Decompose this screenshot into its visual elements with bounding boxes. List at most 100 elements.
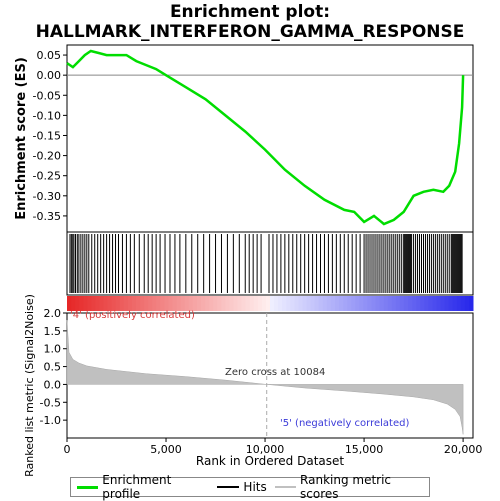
legend-item-enrichment: Enrichment profile: [77, 473, 209, 501]
heatmap-cell: [334, 296, 340, 311]
x-tick-label: 20,000: [444, 443, 483, 456]
heatmap-cell: [359, 296, 364, 311]
heatmap-cell: [261, 296, 267, 311]
heatmap-cell: [136, 296, 141, 311]
heatmap-cell: [257, 296, 263, 311]
heatmap-cell: [160, 296, 165, 311]
es-tick-label: -0.30: [33, 190, 61, 203]
heatmap-cell: [152, 296, 157, 311]
ranking-metric-area: [66, 320, 464, 435]
heatmap-cell: [403, 296, 409, 311]
legend-label-hits: Hits: [243, 480, 267, 494]
heatmap-cell: [436, 296, 442, 311]
heatmap-cell: [180, 296, 186, 311]
heatmap-cell: [131, 296, 137, 311]
heatmap-cell: [221, 296, 226, 311]
heatmap-cell: [399, 296, 405, 311]
heatmap-cell: [188, 296, 194, 311]
heatmap-cell: [395, 296, 401, 311]
heatmap-cell: [225, 296, 230, 311]
heatmap-cell: [156, 296, 161, 311]
heatmap-cell: [192, 296, 198, 311]
heatmap-cell: [217, 296, 222, 311]
metric-tick-label: 1.5: [44, 325, 62, 338]
heatmap-cell: [318, 296, 324, 311]
es-tick-label: -0.10: [33, 109, 61, 122]
heatmap-cell: [229, 296, 234, 311]
heatmap-cell: [123, 296, 129, 311]
heatmap-cell: [416, 296, 421, 311]
heatmap-cell: [111, 296, 117, 311]
heatmap-cell: [460, 296, 466, 311]
es-tick-label: -0.15: [33, 129, 61, 142]
x-tick-label: 15,000: [345, 443, 384, 456]
metric-tick-label: 0.5: [44, 361, 62, 374]
heatmap-cell: [140, 296, 145, 311]
heatmap-cell: [286, 296, 291, 311]
heatmap-cell: [322, 296, 328, 311]
hits-panel-frame: [66, 231, 474, 296]
legend-swatch-hits: [217, 486, 240, 488]
es-panel-frame: [66, 44, 474, 233]
metric-tick-label: -0.5: [40, 396, 61, 409]
heatmap-cell: [67, 296, 72, 311]
heatmap-cell: [424, 296, 429, 311]
legend-swatch-ranking: [274, 486, 297, 488]
heatmap-cell: [448, 296, 454, 311]
heatmap-cell: [237, 296, 243, 311]
heatmap-cell: [375, 296, 381, 311]
heatmap-cell: [91, 296, 96, 311]
positive-correlation-label: '4' (positively correlated): [70, 310, 195, 321]
heatmap-cell: [184, 296, 190, 311]
heatmap-cell: [148, 296, 153, 311]
heatmap-cell: [468, 296, 474, 311]
heatmap-cell: [209, 296, 214, 311]
heatmap-cell: [363, 296, 368, 311]
heatmap-cell: [71, 296, 76, 311]
es-axis-label: Enrichment score (ES): [14, 57, 29, 220]
heatmap-cell: [440, 296, 446, 311]
heatmap-cell: [99, 296, 105, 311]
heatmap-cell: [265, 296, 271, 311]
legend-swatch-enrichment: [77, 485, 99, 489]
heatmap-cell: [452, 296, 458, 311]
heatmap-cell: [83, 296, 88, 311]
heatmap-cell: [355, 296, 360, 311]
heatmap-cell: [103, 296, 109, 311]
heatmap-cell: [270, 296, 275, 311]
heatmap-cell: [420, 296, 425, 311]
zero-cross-label: Zero cross at 10084: [225, 367, 326, 378]
heatmap-cell: [172, 296, 178, 311]
heatmap-cell: [294, 296, 299, 311]
heatmap-cell: [343, 296, 348, 311]
heatmap-cell: [298, 296, 303, 311]
heatmap-cell: [79, 296, 84, 311]
heatmap-cell: [371, 296, 377, 311]
x-tick-label: 5,000: [150, 443, 182, 456]
heatmap-cell: [164, 296, 169, 311]
heatmap-cell: [387, 296, 393, 311]
heatmap-cell: [432, 296, 437, 311]
heatmap-cell: [119, 296, 125, 311]
chart-title-line-2: HALLMARK_INTERFERON_GAMMA_RESPONSE: [35, 22, 465, 42]
heatmap-cell: [87, 296, 92, 311]
heatmap-cell: [367, 296, 372, 311]
heatmap-cell: [347, 296, 352, 311]
heatmap-cell: [107, 296, 113, 311]
heatmap-cell: [464, 296, 470, 311]
heatmap-cell: [233, 296, 239, 311]
heatmap-cell: [115, 296, 121, 311]
heatmap-cell: [310, 296, 316, 311]
heatmap-cell: [176, 296, 182, 311]
es-tick-label: 0.00: [37, 69, 62, 82]
heatmap-cell: [205, 296, 210, 311]
es-tick-label: -0.20: [33, 150, 61, 163]
heatmap-cell: [213, 296, 218, 311]
heatmap-cell: [326, 296, 332, 311]
legend-item-hits: Hits: [217, 480, 267, 494]
heatmap-cell: [241, 296, 247, 311]
x-axis-label: Rank in Ordered Dataset: [196, 454, 344, 468]
heatmap-cell: [168, 296, 174, 311]
x-tick-label: 0: [64, 443, 71, 456]
